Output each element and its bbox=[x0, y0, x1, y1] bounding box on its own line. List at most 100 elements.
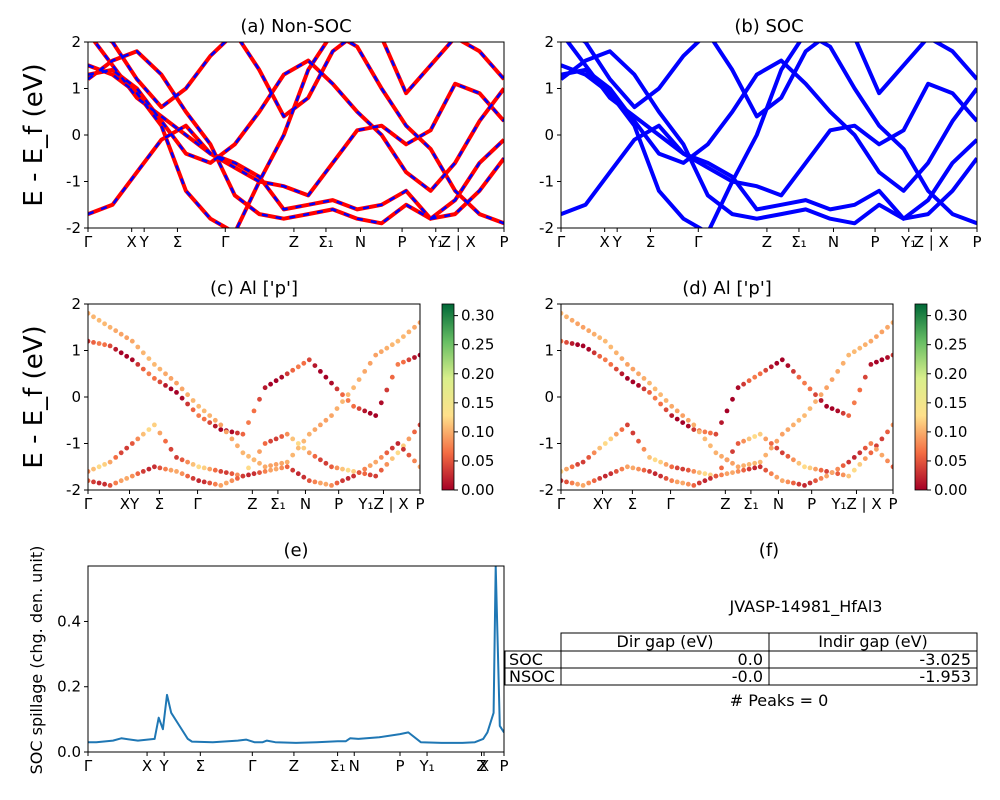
band-point bbox=[818, 467, 824, 473]
band-point bbox=[613, 366, 619, 372]
panel-d-xticks: Γ XY Σ Γ Z Σ₁ N P Y₁Z | X P bbox=[557, 490, 898, 513]
ytick-label: 0 bbox=[71, 388, 81, 406]
band-point bbox=[652, 395, 658, 401]
ytick-label: 0.2 bbox=[57, 678, 81, 696]
band-point bbox=[102, 462, 107, 467]
band-line bbox=[88, 123, 504, 221]
band-point bbox=[279, 460, 285, 466]
xtick-label: XY bbox=[120, 495, 140, 513]
band-point bbox=[395, 450, 401, 456]
band-point bbox=[163, 466, 168, 472]
xtick-label: Γ bbox=[666, 495, 675, 513]
band-point bbox=[708, 472, 713, 478]
band-point bbox=[91, 466, 96, 472]
band-point bbox=[229, 429, 235, 435]
band-point bbox=[373, 352, 379, 358]
band-point bbox=[284, 459, 290, 465]
band-point bbox=[301, 360, 307, 366]
ytick-label: 1 bbox=[71, 342, 81, 360]
band-line bbox=[561, 123, 977, 221]
band-line bbox=[561, 42, 977, 228]
xtick-label: P bbox=[972, 233, 981, 251]
band-point bbox=[840, 463, 846, 468]
band-point bbox=[652, 386, 658, 392]
band-point bbox=[597, 353, 603, 359]
band-point bbox=[802, 413, 807, 418]
band-point bbox=[868, 450, 874, 456]
band-point bbox=[246, 465, 251, 471]
band-point bbox=[417, 320, 420, 325]
band-point bbox=[768, 364, 774, 370]
band-point bbox=[807, 480, 813, 486]
band-point bbox=[586, 328, 592, 334]
band-point bbox=[608, 471, 614, 477]
band-point bbox=[874, 334, 879, 339]
band-point bbox=[251, 408, 257, 414]
band-point bbox=[663, 407, 669, 413]
band-point bbox=[362, 471, 368, 477]
band-line bbox=[565, 42, 977, 198]
xtick-label: X bbox=[600, 233, 610, 251]
band-point bbox=[791, 480, 796, 486]
panel-e-yticks: 0.0 0.2 0.4 bbox=[57, 612, 88, 761]
band-line bbox=[561, 49, 977, 226]
band-point bbox=[295, 471, 301, 477]
band-point bbox=[146, 371, 152, 377]
band-point bbox=[708, 443, 713, 449]
band-point bbox=[885, 429, 890, 435]
xtick-label: Σ bbox=[173, 233, 182, 251]
band-point bbox=[257, 449, 262, 454]
band-point bbox=[674, 465, 680, 471]
band-point bbox=[367, 463, 373, 468]
band-point bbox=[658, 473, 663, 479]
band-point bbox=[118, 478, 124, 484]
band-point bbox=[674, 416, 680, 422]
band-point bbox=[564, 314, 569, 320]
ytick-label: -2 bbox=[539, 481, 554, 499]
band-point bbox=[301, 474, 307, 480]
band-point bbox=[318, 480, 323, 486]
band-point bbox=[102, 321, 107, 327]
band-point bbox=[412, 324, 417, 330]
band-point bbox=[179, 471, 185, 477]
band-point bbox=[774, 474, 780, 480]
band-point bbox=[240, 431, 246, 437]
soc-indir-gap: -3.025 bbox=[919, 650, 971, 669]
band-point bbox=[874, 443, 879, 449]
band-point bbox=[246, 453, 251, 459]
band-point bbox=[190, 476, 196, 481]
band-point bbox=[179, 457, 185, 463]
band-point bbox=[88, 310, 91, 316]
band-point bbox=[779, 450, 785, 456]
band-point bbox=[196, 478, 202, 484]
band-line bbox=[93, 42, 504, 197]
band-point bbox=[412, 355, 417, 360]
xtick-label: Y bbox=[139, 233, 150, 251]
band-point bbox=[613, 431, 619, 437]
band-point bbox=[696, 470, 702, 475]
panel-e-xticks: Γ X Y Σ Γ Z Σ₁ N P Y₁ ZX P bbox=[84, 752, 509, 775]
band-point bbox=[735, 464, 741, 470]
band-point bbox=[290, 452, 296, 458]
xtick-label: Y₁Z | X bbox=[830, 495, 881, 513]
band-point bbox=[564, 340, 569, 345]
band-point bbox=[185, 392, 191, 398]
band-point bbox=[702, 436, 708, 442]
band-point bbox=[140, 366, 146, 372]
ytick-label: -1 bbox=[539, 173, 554, 191]
band-point bbox=[619, 371, 625, 377]
band-point bbox=[113, 346, 119, 352]
ytick-label: 1 bbox=[544, 80, 554, 98]
band-point bbox=[91, 479, 96, 485]
band-point bbox=[135, 436, 141, 442]
material-id: JVASP-14981_HfAl3 bbox=[729, 597, 883, 617]
band-point bbox=[401, 443, 406, 449]
band-point bbox=[124, 445, 130, 451]
ytick-label: 0.0 bbox=[57, 743, 81, 761]
band-point bbox=[96, 480, 102, 486]
band-point bbox=[791, 422, 796, 428]
band-point bbox=[791, 369, 796, 374]
band-point bbox=[290, 467, 296, 473]
band-point bbox=[174, 469, 179, 474]
